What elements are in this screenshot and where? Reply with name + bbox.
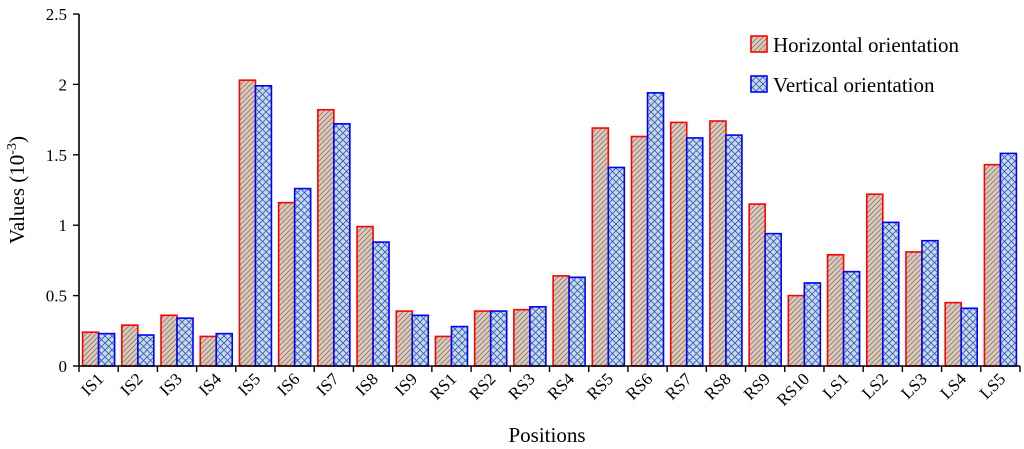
x-axis-title: Positions bbox=[508, 423, 585, 447]
bar-horizontal-rs4 bbox=[552, 275, 570, 367]
y-tick-label: 1 bbox=[59, 216, 68, 235]
bar-horizontal-rs7 bbox=[669, 121, 688, 367]
x-tick-label-ls5: LS5 bbox=[976, 369, 1009, 402]
bar-vertical-rs2 bbox=[489, 310, 508, 367]
x-tick-label-rs3: RS3 bbox=[505, 369, 539, 403]
bar-horizontal-ls1 bbox=[826, 253, 845, 367]
legend-swatch-horizontal bbox=[750, 35, 768, 53]
bars-group bbox=[81, 79, 1018, 367]
bar-horizontal-rs1 bbox=[434, 335, 453, 367]
bar-vertical-is6 bbox=[293, 187, 312, 367]
x-tick-label-is3: IS3 bbox=[156, 369, 186, 399]
bar-horizontal-rs5 bbox=[591, 127, 610, 367]
bar-vertical-rs1 bbox=[450, 325, 469, 367]
bar-horizontal-is7 bbox=[317, 108, 335, 367]
x-tick-label-rs10: RS10 bbox=[773, 369, 813, 409]
bar-vertical-ls2 bbox=[881, 221, 900, 367]
bar-horizontal-ls4 bbox=[944, 301, 962, 367]
x-tick-label-is1: IS1 bbox=[77, 369, 107, 399]
x-tick-label-rs7: RS7 bbox=[661, 369, 696, 404]
legend-label-vertical: Vertical orientation bbox=[773, 73, 935, 97]
bar-vertical-rs10 bbox=[803, 282, 822, 367]
bar-vertical-is3 bbox=[176, 317, 194, 367]
bar-horizontal-ls3 bbox=[905, 251, 923, 367]
bar-horizontal-is2 bbox=[121, 324, 139, 367]
x-tick-label-is9: IS9 bbox=[391, 369, 421, 399]
x-ticks-group: IS1 IS2 IS3 IS4 IS5 IS6 IS7 IS8 IS9 RS1 RS2 RS3 RS4 R… bbox=[77, 366, 1021, 410]
bar-vertical-is4 bbox=[215, 332, 234, 367]
x-tick-label-is8: IS8 bbox=[352, 369, 382, 399]
bar-horizontal-ls5 bbox=[983, 163, 1002, 367]
bar-horizontal-rs9 bbox=[748, 203, 766, 367]
x-tick-label-rs6: RS6 bbox=[622, 369, 656, 403]
x-tick-label-rs4: RS4 bbox=[544, 369, 579, 404]
y-axis-title: Values (10-3) bbox=[5, 136, 29, 244]
bar-vertical-rs3 bbox=[529, 306, 547, 367]
bar-vertical-ls1 bbox=[842, 270, 861, 367]
bar-horizontal-is9 bbox=[395, 310, 414, 367]
bar-vertical-is1 bbox=[97, 332, 116, 367]
bar-horizontal-ls2 bbox=[865, 193, 884, 367]
x-tick-label-is2: IS2 bbox=[117, 369, 147, 399]
bar-vertical-rs6 bbox=[646, 92, 665, 367]
bar-horizontal-is6 bbox=[277, 201, 296, 367]
x-tick-label-ls2: LS2 bbox=[858, 369, 891, 402]
bar-vertical-ls4 bbox=[960, 307, 978, 367]
y-tick-label: 2.5 bbox=[46, 5, 67, 24]
bar-horizontal-rs6 bbox=[630, 135, 649, 367]
y-axis-title-exponent: -3 bbox=[5, 143, 20, 155]
bar-vertical-is5 bbox=[254, 85, 273, 367]
bar-horizontal-rs10 bbox=[787, 294, 806, 367]
x-tick-label-rs8: RS8 bbox=[701, 369, 735, 403]
bar-vertical-rs4 bbox=[568, 276, 586, 367]
bar-vertical-rs9 bbox=[764, 232, 782, 367]
y-axis-title-close: ) bbox=[5, 136, 29, 143]
x-tick-label-ls3: LS3 bbox=[897, 369, 930, 402]
bar-vertical-is8 bbox=[372, 241, 390, 367]
bar-horizontal-is8 bbox=[356, 225, 374, 367]
x-tick-label-ls1: LS1 bbox=[819, 369, 852, 402]
bar-vertical-ls3 bbox=[921, 239, 939, 367]
x-tick-label-is5: IS5 bbox=[234, 369, 264, 399]
bar-vertical-is7 bbox=[333, 123, 351, 367]
bar-vertical-rs8 bbox=[725, 134, 743, 367]
x-tick-label-rs2: RS2 bbox=[465, 369, 499, 403]
y-tick-label: 1.5 bbox=[46, 146, 67, 165]
bar-vertical-rs7 bbox=[685, 137, 704, 367]
x-tick-label-is6: IS6 bbox=[273, 369, 303, 399]
legend-label-horizontal: Horizontal orientation bbox=[773, 33, 960, 57]
bar-horizontal-is1 bbox=[81, 331, 100, 367]
bar-vertical-is9 bbox=[411, 314, 430, 367]
bar-horizontal-is3 bbox=[160, 314, 178, 367]
bar-horizontal-rs2 bbox=[473, 310, 492, 367]
x-tick-label-ls4: LS4 bbox=[937, 369, 971, 403]
x-tick-label-rs1: RS1 bbox=[426, 369, 460, 403]
x-tick-label-is7: IS7 bbox=[313, 369, 343, 399]
y-tick-label: 2 bbox=[59, 75, 68, 94]
bar-vertical-rs5 bbox=[607, 166, 626, 367]
bar-horizontal-rs8 bbox=[709, 120, 727, 367]
legend-swatch-vertical bbox=[750, 75, 768, 93]
bar-horizontal-is4 bbox=[199, 335, 218, 367]
y-ticks-group: 0 0.5 1 1.5 2 2.5 bbox=[46, 5, 79, 376]
x-tick-label-is4: IS4 bbox=[195, 369, 225, 399]
legend: Horizontal orientation Vertical orientat… bbox=[750, 33, 960, 97]
bar-horizontal-is5 bbox=[238, 79, 257, 367]
y-axis-title-text: Values (10 bbox=[5, 155, 29, 244]
x-tick-label-rs5: RS5 bbox=[583, 369, 617, 403]
x-tick-label-rs9: RS9 bbox=[740, 369, 774, 403]
bar-vertical-is2 bbox=[137, 334, 155, 367]
bar-vertical-ls5 bbox=[999, 152, 1018, 367]
bar-horizontal-rs3 bbox=[513, 308, 531, 367]
y-tick-label: 0.5 bbox=[46, 287, 67, 306]
y-tick-label: 0 bbox=[59, 357, 68, 376]
